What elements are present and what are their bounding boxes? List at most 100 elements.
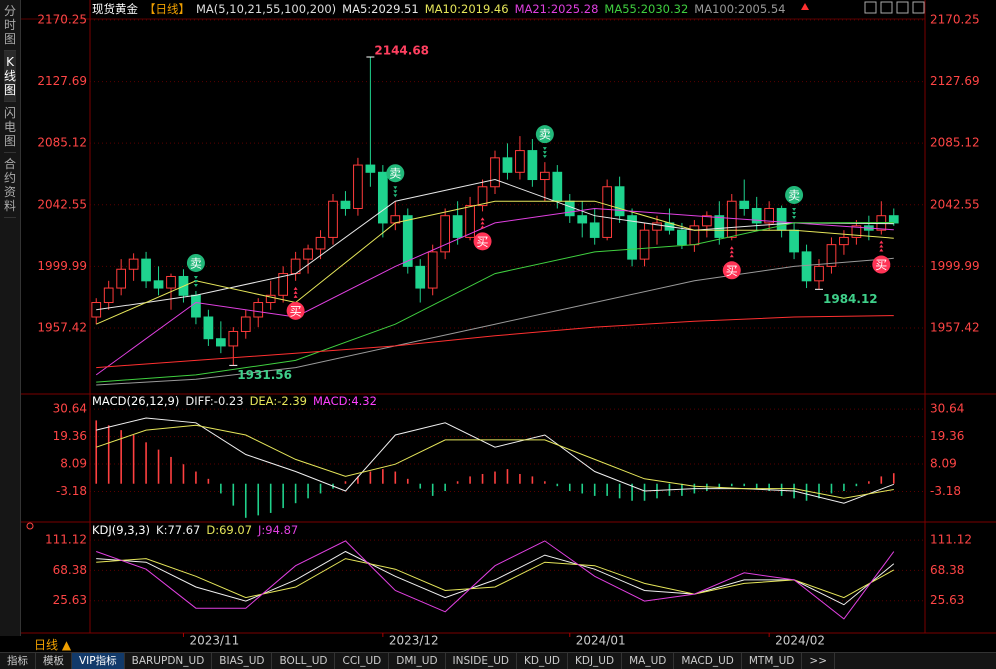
candle-body (814, 265, 824, 282)
candle-body (789, 229, 799, 253)
x-tick-label: 2023/12 (389, 634, 439, 648)
icon[interactable] (26, 522, 34, 530)
buy-signal (286, 301, 305, 320)
period-button[interactable]: 日线 ▲ (34, 638, 72, 652)
legend-entry: MA21:2025.28 (514, 2, 599, 16)
legend-entry: MA100:2005.54 (694, 2, 786, 16)
y-tick-label: 2170.25 (930, 13, 980, 27)
candle-body (228, 330, 239, 347)
footer-tab[interactable]: DMI_UD (389, 653, 446, 669)
y-tick-label: -3.18 (930, 484, 961, 498)
signal-arrow (879, 240, 884, 244)
signal-arrow (879, 248, 884, 252)
signal-arrow (193, 283, 198, 287)
candle-body (502, 157, 513, 173)
candle-body (315, 236, 326, 250)
candle-body (365, 164, 376, 173)
icon[interactable] (880, 1, 893, 14)
candle-body (826, 244, 837, 267)
buy-signal (722, 261, 741, 280)
sidebar-tab[interactable]: 分时图 (4, 0, 16, 51)
candle-body (714, 215, 725, 238)
x-tick-label: 2023/11 (189, 634, 239, 648)
icon[interactable] (896, 1, 909, 14)
candle-body (627, 215, 637, 260)
candle-body (515, 150, 525, 173)
candle-body (328, 200, 338, 238)
y-tick-label: 1957.42 (37, 320, 87, 334)
signal-arrow (393, 194, 398, 198)
signal-arrow (792, 211, 797, 215)
footer-tab[interactable]: 模板 (36, 653, 72, 669)
legend-entry: DEA:-2.39 (249, 394, 307, 408)
footer-tab[interactable]: CCI_UD (335, 653, 390, 669)
sidebar-tab[interactable]: 合约资料 (4, 153, 16, 218)
panel-title: MACD(26,12,9) (92, 394, 180, 408)
icon[interactable] (801, 3, 809, 10)
footer-tab[interactable]: MA_UD (622, 653, 675, 669)
candle-body (539, 171, 550, 181)
footer-tab[interactable]: BOLL_UD (272, 653, 336, 669)
footer-tab[interactable]: MACD_UD (674, 653, 742, 669)
icon[interactable] (912, 1, 925, 14)
candle-body (564, 200, 575, 217)
y-tick-label: 2042.55 (930, 197, 980, 211)
candle-body (303, 248, 313, 260)
y-tick-label: 2042.55 (37, 197, 87, 211)
candle-body (427, 251, 438, 289)
panel-period: 【日线】 (144, 2, 190, 16)
toolbar-icons[interactable] (26, 1, 925, 530)
footer-tab[interactable]: >> (802, 653, 836, 669)
footer-tab[interactable]: BIAS_UD (212, 653, 273, 669)
y-tick-label: 2170.25 (37, 13, 87, 27)
sidebar-tab[interactable]: 闪电图 (4, 102, 16, 153)
y-tick-label: 2085.12 (930, 136, 980, 150)
footer-tab[interactable]: BARUPDN_UD (125, 653, 213, 669)
x-tick-label: 2024/02 (775, 634, 825, 648)
signal-arrow (480, 217, 485, 221)
footer-tab[interactable]: INSIDE_UD (446, 653, 517, 669)
signal-arrow (729, 250, 734, 254)
y-tick-label: 30.64 (53, 402, 87, 416)
candle-body (776, 207, 787, 231)
sidebar-tab[interactable]: K线图 (4, 51, 16, 102)
indicator-line (96, 222, 894, 383)
candle-body (477, 186, 488, 207)
candle-body (639, 229, 650, 260)
legend-entry: DIFF:-0.23 (185, 394, 244, 408)
signal-arrow (792, 207, 797, 211)
candle-body (253, 302, 264, 318)
candle-body (153, 280, 164, 289)
candle-body (278, 273, 289, 296)
signal-arrow (542, 155, 547, 159)
extreme-label: 2144.68 (374, 44, 429, 58)
candle-body (116, 268, 127, 289)
candle-body (701, 215, 712, 227)
candle-body (614, 186, 625, 217)
indicator-line (96, 540, 895, 620)
footer-tab[interactable]: VIP指标 (72, 653, 125, 669)
sell-signal (386, 164, 405, 183)
legend-entry: D:69.07 (206, 523, 253, 537)
y-tick-label: 68.38 (930, 563, 964, 577)
signal-arrow (193, 275, 198, 279)
y-tick-label: -3.18 (56, 484, 87, 498)
signal-label: 买 (290, 304, 302, 318)
legend-entry: MA10:2019.46 (424, 2, 509, 16)
y-tick-label: 19.36 (930, 429, 964, 443)
icon[interactable] (864, 1, 877, 14)
y-tick-label: 25.63 (53, 593, 87, 607)
candle-body (465, 205, 475, 238)
signal-arrow (393, 190, 398, 194)
candle-body (240, 316, 251, 332)
footer-tabs: 指标 模板 VIP指标 BARUPDN_UD BIAS_UD BOLL_UD CCI_UD D… (0, 652, 996, 669)
candle-body (589, 222, 600, 238)
footer-tab[interactable]: KD_UD (517, 653, 568, 669)
candle-body (764, 207, 775, 224)
footer-tab[interactable]: 指标 (0, 653, 36, 669)
footer-tab[interactable]: MTM_UD (742, 653, 803, 669)
y-tick-label: 8.09 (930, 457, 957, 471)
candle-body (440, 215, 451, 253)
footer-tab[interactable]: KDJ_UD (568, 653, 623, 669)
